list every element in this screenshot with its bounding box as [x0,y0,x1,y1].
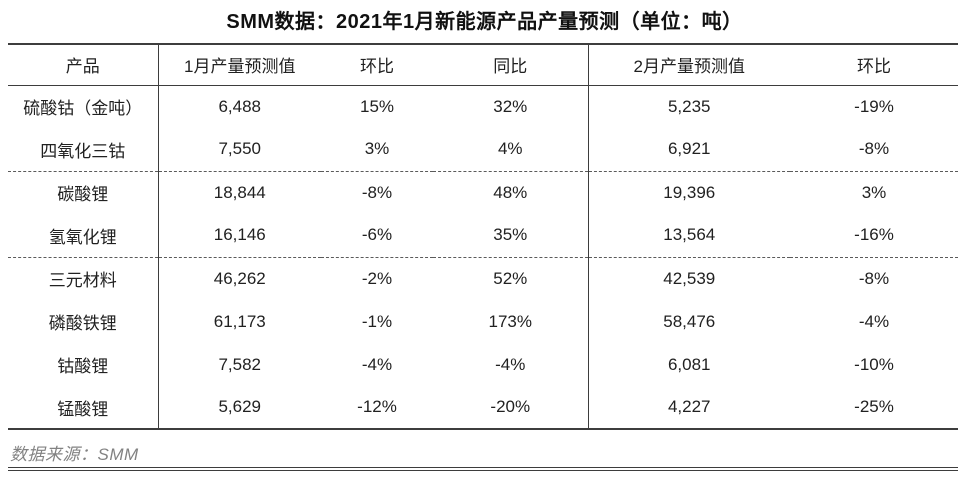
value-cell: 42,539 [663,268,716,288]
value-cell: -4% [433,343,589,386]
value-cell: -19% [854,96,894,116]
value-cell: 61,173 [213,311,266,331]
value-cell: 48% [433,171,589,214]
column-header: 产品 [8,44,159,86]
value-cell: 19,396 [663,182,716,202]
value-cell: 6,081 [667,354,711,374]
table-row: 锰酸锂 5,629 -12% -20% 4,227 -25% [8,386,958,429]
table-row: 三元材料 46,262 -2% 52% 42,539 -8% [8,257,958,300]
value-cell: 16,146 [158,214,321,258]
value-cell: 52% [433,257,589,300]
value-cell: -4% [361,354,393,374]
product-cell: 磷酸铁锂 [8,300,159,343]
production-forecast-table: 产品 1月产量预测值 环比 同比 2月产量预测值 环比 硫酸钴（金吨） 6,488 15% 32… [8,43,958,430]
value-cell: 35% [433,214,589,258]
data-source-note: 数据来源：SMM [10,445,139,464]
value-cell: -12% [357,397,397,416]
value-cell: -1% [361,311,393,331]
value-cell: 46,262 [213,268,266,288]
value-cell: -16% [790,214,958,258]
bottom-divider [8,467,958,471]
table-header-row: 产品 1月产量预测值 环比 同比 2月产量预测值 环比 [8,44,958,86]
column-header: 环比 [790,44,958,86]
product-cell: 四氧化三钴 [8,128,159,172]
value-cell: 5,235 [667,96,711,116]
table-body: 硫酸钴（金吨） 6,488 15% 32% 5,235 -19% 四氧化三钴 7,550 3% 4… [8,85,958,429]
value-cell: 13,564 [588,214,790,258]
value-cell: -4% [858,311,890,331]
product-cell: 氢氧化锂 [8,214,159,258]
value-cell: 18,844 [213,182,266,202]
column-header: 同比 [433,44,589,86]
value-cell: 15% [359,96,395,116]
table-row: 硫酸钴（金吨） 6,488 15% 32% 5,235 -19% [8,85,958,128]
table-row: 四氧化三钴 7,550 3% 4% 6,921 -8% [8,128,958,172]
value-cell: 58,476 [663,311,716,331]
product-cell: 钴酸锂 [8,343,159,386]
column-header: 1月产量预测值 [158,44,321,86]
value-cell: 4,227 [667,397,711,416]
value-cell: -8% [361,182,393,202]
value-cell: 4% [433,128,589,172]
value-cell: -25% [854,397,894,416]
table-container: 产品 1月产量预测值 环比 同比 2月产量预测值 环比 硫酸钴（金吨） 6,488 15% 32… [8,43,958,430]
value-cell: -8% [790,128,958,172]
value-cell: -2% [361,268,393,288]
value-cell: 7,582 [218,354,262,374]
value-cell: -8% [858,268,890,288]
product-cell: 三元材料 [8,257,159,300]
product-cell: 硫酸钴（金吨） [8,85,159,128]
table-row: 磷酸铁锂 61,173 -1% 173% 58,476 -4% [8,300,958,343]
value-cell: 7,550 [158,128,321,172]
value-cell: 3% [321,128,433,172]
table-row: 碳酸锂 18,844 -8% 48% 19,396 3% [8,171,958,214]
value-cell: 6,921 [588,128,790,172]
table-row: 氢氧化锂 16,146 -6% 35% 13,564 -16% [8,214,958,258]
value-cell: 3% [861,182,887,202]
column-header: 2月产量预测值 [588,44,790,86]
value-cell: 6,488 [218,96,262,116]
value-cell: -6% [321,214,433,258]
value-cell: 5,629 [218,397,262,416]
page-title: SMM数据：2021年1月新能源产品产量预测（单位：吨） [226,11,743,33]
value-cell: -20% [433,386,589,429]
table-row: 钴酸锂 7,582 -4% -4% 6,081 -10% [8,343,958,386]
product-cell: 锰酸锂 [8,386,159,429]
value-cell: 32% [433,85,589,128]
value-cell: 173% [433,300,589,343]
column-header: 环比 [321,44,433,86]
value-cell: -10% [854,354,894,374]
product-cell: 碳酸锂 [8,171,159,214]
